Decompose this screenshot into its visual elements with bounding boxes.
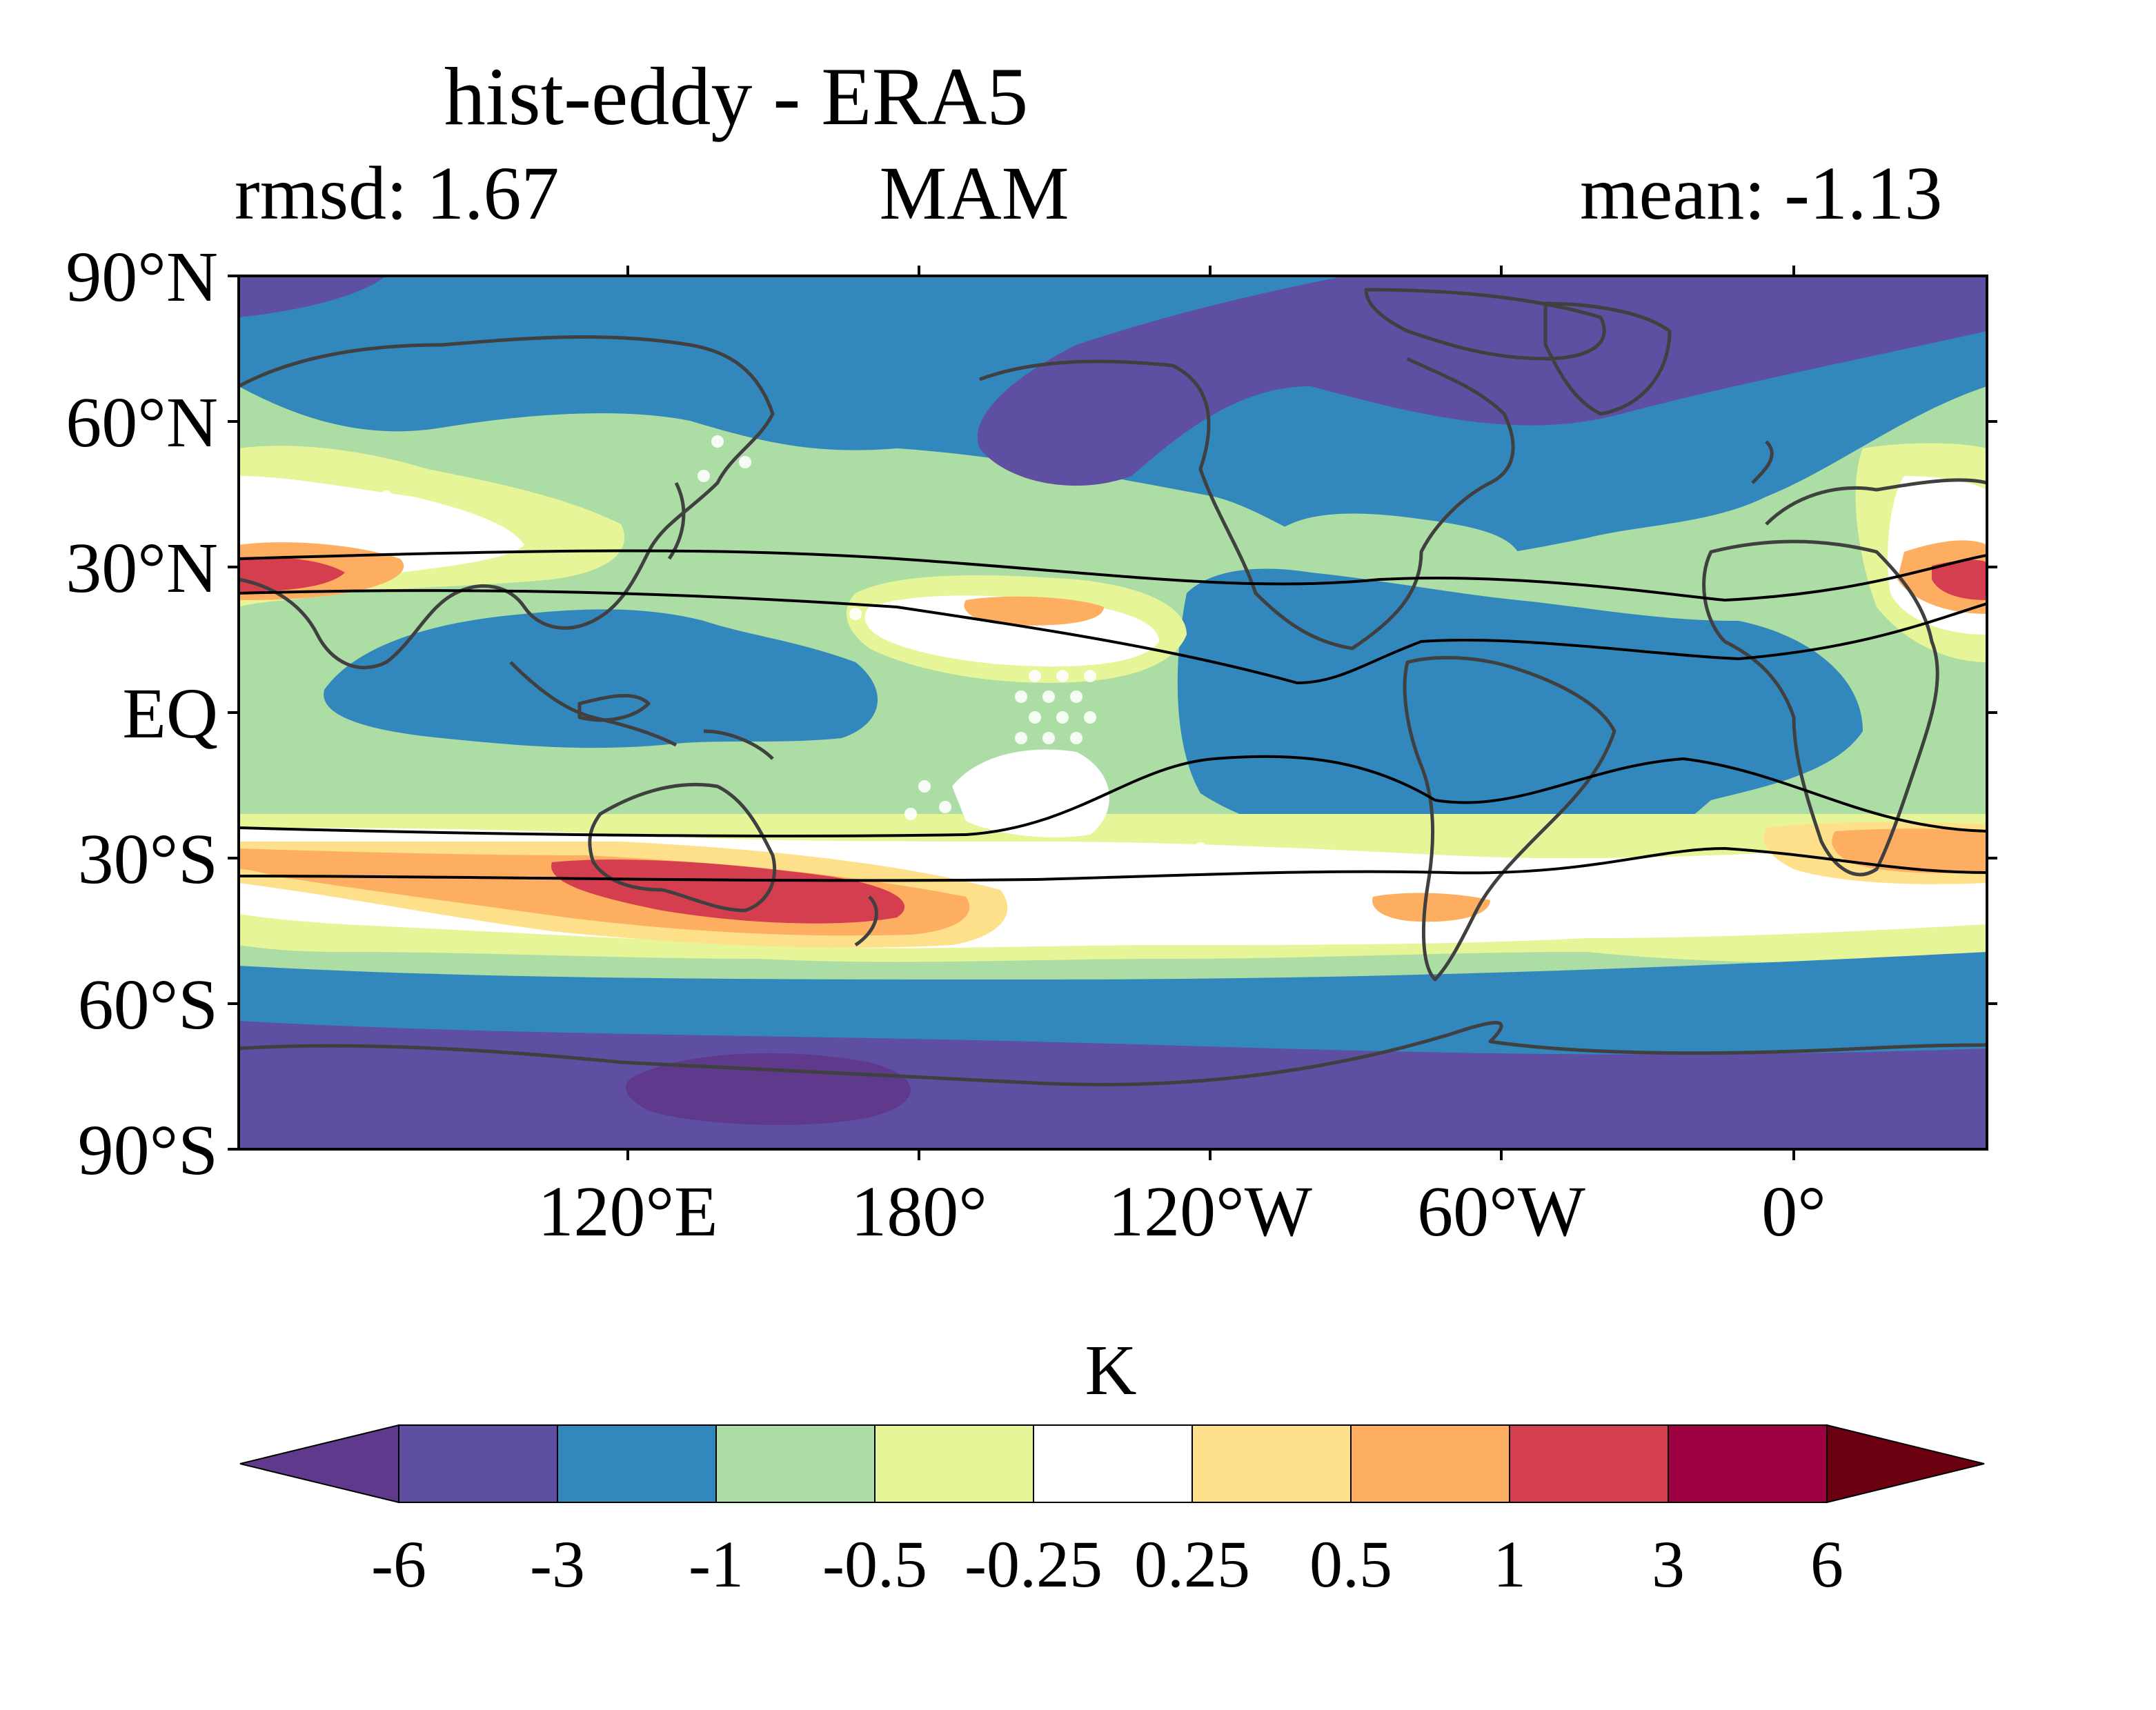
anomaly-region-nh-warm xyxy=(1932,559,1987,600)
anomaly-region-americas-blue xyxy=(1177,568,1863,876)
anomaly-region-antarctic-deep xyxy=(625,1053,911,1125)
colorbar-bin xyxy=(1350,1424,1510,1503)
season-label: MAM xyxy=(879,151,1069,235)
lat-label-eq: EQ xyxy=(122,674,218,753)
anomaly-region-nh-warm xyxy=(964,596,1104,626)
colorbar-bin xyxy=(1509,1424,1669,1503)
anomaly-region-tropical-blue xyxy=(324,609,878,748)
lon-label-120w: 120°W xyxy=(1108,1172,1312,1251)
colorbar-extend-low xyxy=(239,1424,399,1504)
rmsd-label: rmsd: 1.67 xyxy=(235,151,560,235)
colorbar-tick-label: 0.25 xyxy=(1134,1527,1250,1601)
colorbar-tick-label: -1 xyxy=(689,1527,744,1601)
reference-contours xyxy=(239,549,1987,882)
colorbar-bin xyxy=(715,1424,876,1503)
anomaly-region-nh-warm xyxy=(239,557,345,592)
lon-label-120e: 120°E xyxy=(537,1172,718,1251)
colorbar-bin xyxy=(874,1424,1034,1503)
anomaly-region-arctic-purple xyxy=(977,276,1987,486)
anomaly-region-atlantic-green xyxy=(1269,513,1518,579)
colorbar-tick-label: -0.5 xyxy=(822,1527,927,1601)
colorbar-tick-label: 0.5 xyxy=(1309,1527,1392,1601)
colorbar-tick-label: 6 xyxy=(1810,1527,1843,1601)
colorbar-tick-label: -0.25 xyxy=(965,1527,1102,1601)
colorbar-tick-label: 1 xyxy=(1493,1527,1526,1601)
colorbar-bin xyxy=(1191,1424,1352,1503)
lon-label-180: 180° xyxy=(851,1172,987,1251)
colorbar-bin xyxy=(398,1424,558,1503)
lat-label-30s: 30°S xyxy=(77,819,218,899)
colorbar-tick-label: -6 xyxy=(371,1527,426,1601)
colorbar-unit-label: K xyxy=(1085,1331,1137,1410)
anomaly-region-sh-white xyxy=(952,749,1109,837)
lat-label-90n: 90°N xyxy=(66,237,218,317)
anomaly-region-arctic-purple xyxy=(239,276,386,317)
lat-label-60n: 60°N xyxy=(66,383,218,462)
mean-label: mean: -1.13 xyxy=(1580,151,1943,235)
lat-label-90s: 90°S xyxy=(77,1111,218,1190)
lon-label-60w: 60°W xyxy=(1417,1172,1585,1251)
anomaly-region-sh-warm xyxy=(551,859,905,924)
anomaly-region-sh-warm xyxy=(1832,828,1987,874)
colorbar-bin xyxy=(1033,1424,1193,1503)
figure-title: hist-eddy - ERA5 xyxy=(444,50,1029,142)
lon-label-0: 0° xyxy=(1761,1172,1826,1251)
anomaly-region-sh-warm xyxy=(1372,893,1490,922)
colorbar-bin xyxy=(557,1424,717,1503)
colorbar-bin xyxy=(1668,1424,1828,1503)
colorbar-tick-label: 3 xyxy=(1652,1527,1685,1601)
colorbar-extend-high xyxy=(1826,1424,1985,1504)
colorbar-tick-label: -3 xyxy=(530,1527,585,1601)
lat-label-30n: 30°N xyxy=(66,528,218,608)
map-area xyxy=(239,276,1987,1149)
lat-label-60s: 60°S xyxy=(77,965,218,1044)
significance-stippling xyxy=(380,435,1234,931)
axis-ticks xyxy=(228,266,1997,1160)
colorbar xyxy=(239,1424,1985,1504)
